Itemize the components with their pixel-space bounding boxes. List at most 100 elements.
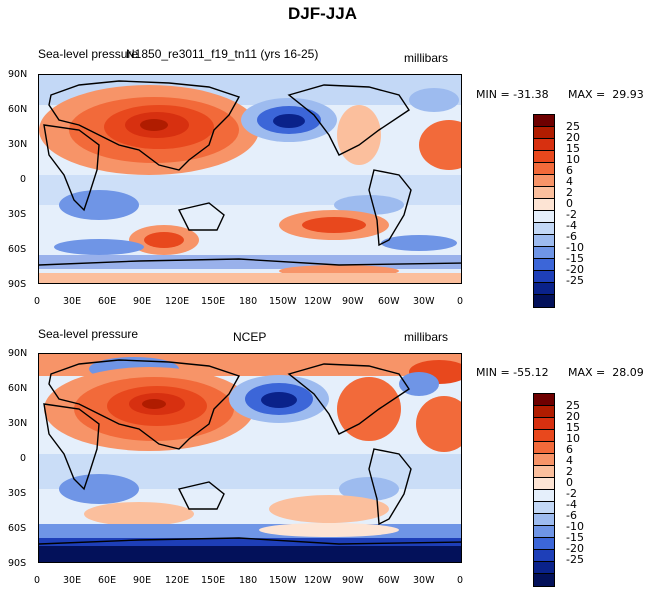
panel2-min-label: MIN = -55.12 [476, 366, 549, 379]
colorbar-label: -25 [566, 274, 584, 287]
colorbar-label: 20 [566, 410, 580, 423]
colorbar-swatch [534, 502, 554, 514]
colorbar-label: 2 [566, 186, 573, 199]
panel2-lon-tick: 30E [63, 575, 82, 586]
colorbar-label: -20 [566, 263, 584, 276]
panel2-lon-tick: 60W [378, 575, 400, 586]
colorbar-label: -15 [566, 531, 584, 544]
panel2-lat-tick: 90S [8, 558, 27, 569]
colorbar-swatch [534, 199, 554, 211]
panel1-lon-tick: 0 [34, 296, 41, 307]
panel2-lon-tick: 90E [133, 575, 152, 586]
panel1-lat-tick: 60N [8, 104, 28, 115]
panel2-left-label: Sea-level pressure [38, 327, 139, 341]
panel1-lon-tick: 180 [239, 296, 258, 307]
panel2-lon-tick: 0 [457, 575, 464, 586]
panel2-lat-tick: 0 [20, 453, 27, 464]
panel1-lat-tick: 90N [8, 69, 28, 80]
panel2-lon-tick: 90W [342, 575, 364, 586]
panel1-lon-tick: 90W [342, 296, 364, 307]
panel1-lon-tick: 150W [269, 296, 297, 307]
colorbar-label: -6 [566, 509, 577, 522]
colorbar-swatch [534, 187, 554, 199]
colorbar-label: 25 [566, 399, 580, 412]
colorbar-swatch [534, 151, 554, 163]
panel2-lat-tick: 90N [8, 348, 28, 359]
panel2-map [38, 353, 462, 563]
colorbar-label: -20 [566, 542, 584, 555]
panel2-lon-tick: 0 [34, 575, 41, 586]
colorbar-swatch [534, 418, 554, 430]
colorbar-label: 4 [566, 175, 573, 188]
colorbar-label: 10 [566, 153, 580, 166]
colorbar-label: -10 [566, 520, 584, 533]
colorbar-label: 0 [566, 476, 573, 489]
colorbar-label: 2 [566, 465, 573, 478]
colorbar-label: 6 [566, 164, 573, 177]
panel2-lon-tick: 180 [239, 575, 258, 586]
colorbar-swatch [534, 283, 554, 295]
panel1-lon-tick: 0 [457, 296, 464, 307]
colorbar-swatch [534, 454, 554, 466]
panel1-lon-tick: 30E [63, 296, 82, 307]
panel2-lat-tick: 30S [8, 488, 27, 499]
panel1-lon-tick: 30W [413, 296, 435, 307]
panel1-map [38, 74, 462, 284]
colorbar-swatch [534, 163, 554, 175]
panel1-center-label: N1850_re3011_f19_tn11 (yrs 16-25) [126, 47, 319, 61]
panel1-min-label: MIN = -31.38 [476, 88, 549, 101]
panel1-lon-tick: 120W [304, 296, 332, 307]
colorbar-swatch [534, 550, 554, 562]
colorbar-label: 20 [566, 131, 580, 144]
colorbar-label: 10 [566, 432, 580, 445]
colorbar-label: -15 [566, 252, 584, 265]
colorbar-swatch [534, 442, 554, 454]
colorbar-swatch [534, 538, 554, 550]
colorbar-label: 25 [566, 120, 580, 133]
panel2-lon-tick: 150W [269, 575, 297, 586]
colorbar-label: -2 [566, 487, 577, 500]
panel1-lat-tick: 60S [8, 244, 27, 255]
panel1-max-label: MAX = 29.93 [568, 88, 644, 101]
panel1-lon-tick: 60E [98, 296, 117, 307]
panel1-lon-tick: 90E [133, 296, 152, 307]
panel1-lon-tick: 120E [165, 296, 190, 307]
panel1-lat-tick: 30N [8, 139, 28, 150]
panel2-units-label: millibars [404, 330, 449, 344]
panel2-center-label: NCEP [233, 330, 267, 344]
colorbar-swatch [534, 562, 554, 574]
colorbar-label: -10 [566, 241, 584, 254]
colorbar-swatch [534, 526, 554, 538]
colorbar-swatch [534, 259, 554, 271]
colorbar-label: 0 [566, 197, 573, 210]
colorbar-swatch [534, 271, 554, 283]
colorbar-swatch [534, 235, 554, 247]
panel2-lon-tick: 150E [201, 575, 226, 586]
colorbar-swatch [534, 127, 554, 139]
panel2-lat-tick: 60N [8, 383, 28, 394]
colorbar-label: 4 [566, 454, 573, 467]
colorbar-swatch [534, 514, 554, 526]
panel1-lon-tick: 150E [201, 296, 226, 307]
colorbar-swatch [534, 394, 554, 406]
panel2-lon-tick: 120E [165, 575, 190, 586]
colorbar-swatch [534, 574, 554, 586]
colorbar-swatch [534, 211, 554, 223]
panel2-lon-tick: 60E [98, 575, 117, 586]
panel1-lat-tick: 90S [8, 279, 27, 290]
colorbar-label: -6 [566, 230, 577, 243]
panel2-lon-tick: 120W [304, 575, 332, 586]
colorbar-swatch [534, 223, 554, 235]
colorbar-label: 6 [566, 443, 573, 456]
figure-title: DJF-JJA [288, 4, 357, 23]
colorbar-swatch [534, 490, 554, 502]
colorbar-label: 15 [566, 142, 580, 155]
panel2-colorbar [533, 393, 555, 587]
colorbar-swatch [534, 466, 554, 478]
panel1-lat-tick: 0 [20, 174, 27, 185]
panel2-lon-tick: 30W [413, 575, 435, 586]
panel1-lat-tick: 30S [8, 209, 27, 220]
colorbar-label: -4 [566, 219, 577, 232]
colorbar-label: -25 [566, 553, 584, 566]
panel1-left-label: Sea-level pressure [38, 47, 139, 61]
